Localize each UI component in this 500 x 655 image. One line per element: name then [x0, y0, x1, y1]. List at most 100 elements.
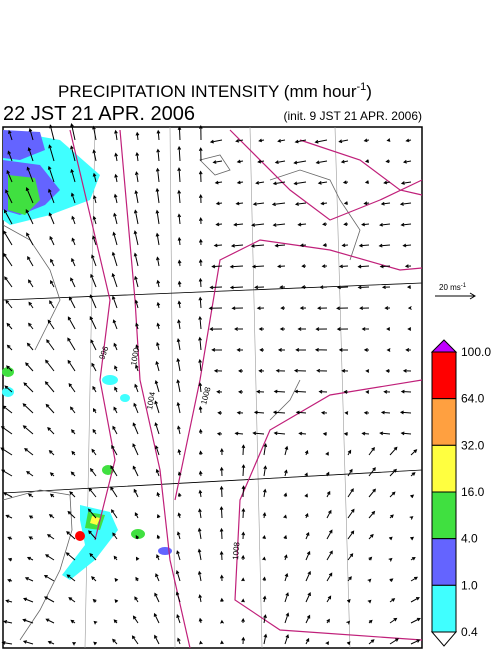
wind-vector [277, 348, 286, 352]
wind-vector [404, 264, 412, 269]
wind-vector [156, 301, 161, 309]
colorbar-over [430, 339, 458, 353]
wind-vector [45, 403, 55, 414]
colorbar: 100.0 64.0 32.0 16.0 4.0 1.0 0.4 [430, 339, 491, 647]
wind-vector [133, 209, 139, 225]
wind-vector [255, 181, 265, 185]
wind-vector [341, 243, 349, 248]
wind-vector [405, 138, 412, 143]
wind-vector [364, 159, 370, 163]
wind-vector [111, 295, 118, 309]
wind-vector [293, 160, 307, 165]
wind-vector [1, 641, 13, 645]
wind-vector [380, 201, 391, 206]
wind-vector [318, 389, 328, 394]
wind-vector [134, 596, 139, 603]
wind-vector [132, 465, 139, 477]
wind-vector [48, 449, 55, 456]
map: 996 1000 1004 1008 1008 [0, 122, 423, 649]
wind-vector [357, 285, 370, 290]
wind-vector [368, 446, 375, 456]
wind-vector [368, 556, 373, 561]
wind-vector [3, 492, 13, 498]
wind-vector [135, 151, 140, 162]
wind-vector [263, 633, 268, 645]
wind-vector [410, 597, 420, 603]
wind-vector [262, 576, 267, 582]
coastlines [2, 154, 361, 641]
wind-vector [363, 201, 370, 206]
wind-vector [410, 449, 418, 456]
wind-vector [27, 493, 34, 498]
wind-vector [402, 243, 412, 248]
wind-vector [233, 222, 244, 227]
wind-vector [5, 599, 13, 603]
wind-vector [24, 447, 34, 456]
wind-vector [7, 557, 13, 562]
wind-vector [219, 466, 224, 477]
wind-vector [256, 306, 265, 310]
wind-vector [177, 259, 182, 267]
wind-vector [4, 209, 13, 225]
wind-vector [297, 327, 306, 331]
wind-vectors [0, 122, 421, 646]
wind-vector [113, 555, 118, 561]
wind-vector [112, 532, 118, 540]
wind-vector [155, 187, 160, 204]
wind-vector [257, 159, 265, 164]
wind-vector [156, 491, 161, 498]
wind-vector [301, 285, 307, 289]
wind-vector [134, 299, 139, 309]
wind-vector [252, 431, 265, 436]
wind-vector [389, 514, 394, 519]
wind-vector [216, 389, 223, 394]
wind-vector [361, 327, 369, 331]
wind-vector [134, 383, 139, 393]
wind-vector [241, 531, 246, 540]
wind-vector [410, 536, 415, 541]
wind-vector [67, 510, 76, 519]
wind-vector [368, 619, 373, 624]
wind-vector [46, 534, 55, 540]
wind-vector [156, 256, 160, 267]
wind-vector [254, 285, 265, 290]
wind-vector [110, 465, 118, 477]
wind-vector [209, 327, 223, 331]
wind-vector [70, 122, 76, 141]
wind-vector [3, 620, 13, 624]
wind-vector [113, 342, 118, 351]
wind-vector [177, 280, 182, 288]
wind-vector [90, 339, 97, 351]
wind-vector [48, 514, 55, 519]
wind-vector [133, 230, 139, 246]
wind-vector [89, 316, 97, 330]
wind-vector [403, 159, 412, 164]
wind-vector [230, 243, 244, 248]
wind-vector [198, 336, 202, 351]
wind-vector [111, 509, 118, 519]
wind-vector [71, 257, 76, 267]
wind-vector [87, 508, 97, 519]
wind-vector [155, 209, 160, 225]
wind-vector [198, 617, 203, 624]
wind-vector [231, 306, 244, 311]
lat-lines [2, 282, 423, 494]
wind-vector [389, 578, 394, 582]
wind-vector [176, 338, 181, 351]
wind-vector [70, 192, 76, 204]
wind-vector [89, 294, 97, 309]
wind-vector [0, 447, 13, 456]
wind-vector [134, 275, 139, 288]
wind-vector [27, 256, 34, 267]
wind-vector [70, 145, 76, 162]
wind-vector [177, 145, 182, 162]
isobar-label: 1000 [129, 347, 141, 367]
wind-vector [283, 492, 288, 498]
wind-vector [176, 401, 181, 414]
wind-vector [410, 494, 415, 499]
wind-vector [209, 139, 223, 144]
wind-vector [336, 327, 349, 331]
wind-vector [0, 426, 13, 435]
wind-vector [258, 327, 264, 331]
wind-vector [219, 527, 224, 540]
